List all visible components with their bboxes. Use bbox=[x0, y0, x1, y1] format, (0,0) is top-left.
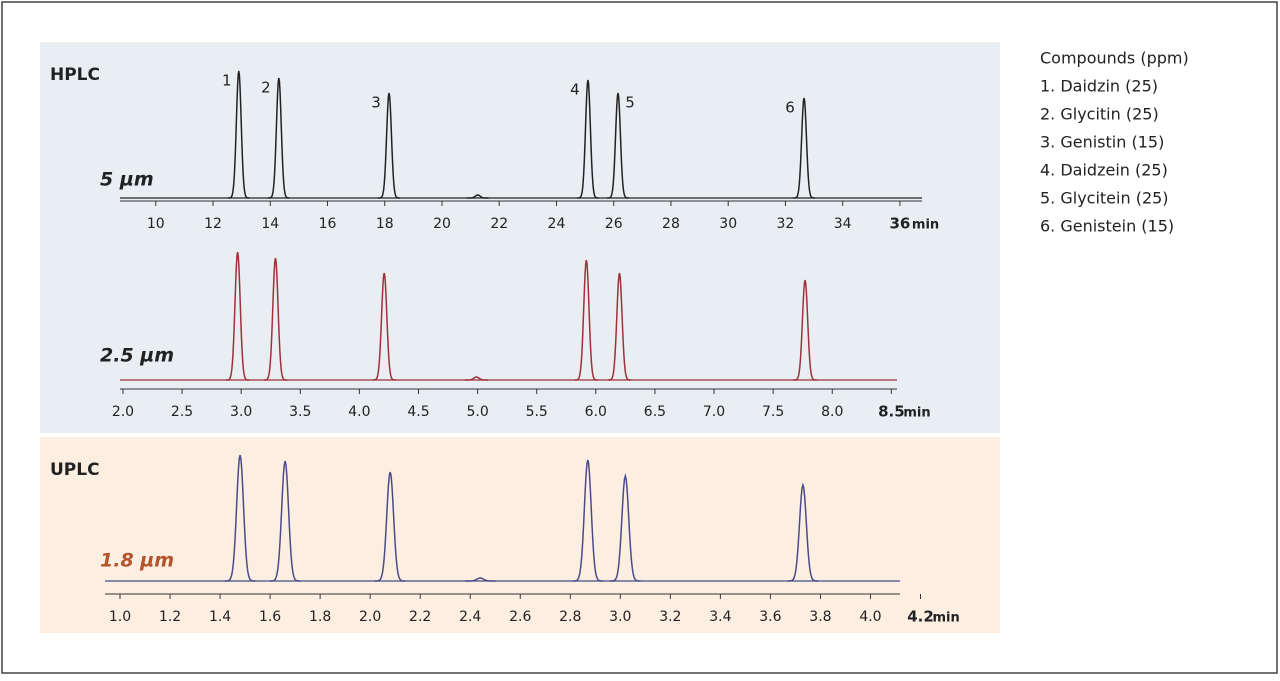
panel-label: UPLC bbox=[50, 460, 100, 480]
x-tick-label: 14 bbox=[261, 216, 279, 232]
x-tick-label: 3.4 bbox=[709, 609, 731, 625]
legend-item: 1. Daidzin (25) bbox=[1040, 77, 1158, 96]
x-axis-unit: min bbox=[903, 406, 930, 421]
peak bbox=[607, 272, 632, 381]
column-label: 5 µm bbox=[100, 169, 154, 191]
legend-item: 5. Glycitein (25) bbox=[1040, 189, 1169, 208]
peak bbox=[577, 79, 599, 199]
peak bbox=[607, 92, 629, 199]
peak-label: 3 bbox=[371, 94, 381, 112]
x-tick-label: 3.2 bbox=[659, 609, 681, 625]
x-tick-label: 34 bbox=[834, 216, 852, 232]
peak bbox=[224, 454, 256, 582]
x-tick-label: 2.0 bbox=[359, 609, 381, 625]
peak-label: 2 bbox=[261, 79, 271, 97]
x-tick-label: 1.4 bbox=[209, 609, 231, 625]
x-tick-label: 32 bbox=[777, 216, 795, 232]
uplc-panel bbox=[40, 437, 1000, 633]
x-tick-label: 10 bbox=[147, 216, 165, 232]
column-label: 1.8 µm bbox=[100, 550, 174, 572]
x-tick-label: 22 bbox=[490, 216, 508, 232]
x-tick-label: 2.5 bbox=[171, 404, 193, 420]
peak bbox=[374, 471, 406, 582]
peak-label: 6 bbox=[785, 99, 795, 117]
x-tick-label: 5.5 bbox=[526, 404, 548, 420]
x-tick-label: 3.5 bbox=[289, 404, 311, 420]
x-tick-label: 3.6 bbox=[759, 609, 781, 625]
peak bbox=[269, 460, 301, 582]
x-tick-label: 8.0 bbox=[821, 404, 843, 420]
x-tick-label: 2.2 bbox=[409, 609, 431, 625]
x-tick-label: 3.0 bbox=[230, 404, 252, 420]
x-tick-label: 2.6 bbox=[509, 609, 531, 625]
x-tick-label: 7.0 bbox=[703, 404, 725, 420]
peak bbox=[787, 482, 819, 582]
column-label: 2.5 µm bbox=[100, 345, 174, 367]
peak bbox=[610, 473, 641, 582]
x-tick-label: 6.5 bbox=[644, 404, 666, 420]
x-tick-label: 1.8 bbox=[309, 609, 331, 625]
x-tick-label: 2.8 bbox=[559, 609, 581, 625]
peak bbox=[466, 194, 489, 199]
x-axis-unit: min bbox=[933, 611, 960, 626]
x-tick-label: 18 bbox=[376, 216, 394, 232]
peak bbox=[268, 77, 290, 199]
legend-item: 6. Genistein (15) bbox=[1040, 217, 1174, 236]
peak-label: 4 bbox=[570, 81, 580, 99]
x-tick-label: 3.0 bbox=[609, 609, 631, 625]
x-tick-label: 26 bbox=[605, 216, 623, 232]
x-tick-label: 1.6 bbox=[259, 609, 281, 625]
peak bbox=[372, 272, 396, 381]
panel-label: HPLC bbox=[50, 65, 100, 85]
x-tick-label: 6.0 bbox=[585, 404, 607, 420]
x-tick-label: 16 bbox=[319, 216, 337, 232]
legend-item: 2. Glycitin (25) bbox=[1040, 105, 1159, 124]
peak bbox=[793, 279, 817, 381]
x-tick-label: 20 bbox=[433, 216, 451, 232]
peak bbox=[464, 577, 496, 582]
legend-title: Compounds (ppm) bbox=[1040, 49, 1189, 68]
x-tick-label: 4.0 bbox=[348, 404, 370, 420]
x-tick-label: 12 bbox=[204, 216, 222, 232]
peak bbox=[572, 459, 604, 582]
peak bbox=[574, 259, 599, 381]
x-tick-label: 4.2 bbox=[907, 608, 934, 626]
peak bbox=[464, 376, 489, 381]
x-tick-label: 28 bbox=[662, 216, 680, 232]
x-tick-label: 2.0 bbox=[112, 404, 134, 420]
x-axis-unit: min bbox=[912, 218, 939, 233]
peak bbox=[378, 92, 400, 199]
x-tick-label: 36 bbox=[889, 215, 910, 233]
legend-item: 3. Genistin (15) bbox=[1040, 133, 1164, 152]
peak bbox=[225, 251, 250, 381]
x-tick-label: 3.8 bbox=[809, 609, 831, 625]
x-tick-label: 8.5 bbox=[878, 403, 905, 421]
peak bbox=[227, 70, 250, 199]
x-tick-label: 30 bbox=[719, 216, 737, 232]
legend-item: 4. Daidzein (25) bbox=[1040, 161, 1168, 180]
peak bbox=[263, 257, 288, 381]
x-tick-label: 1.0 bbox=[109, 609, 131, 625]
x-tick-label: 5.0 bbox=[466, 404, 488, 420]
x-tick-label: 4.0 bbox=[859, 609, 881, 625]
x-tick-label: 1.2 bbox=[159, 609, 181, 625]
peak-label: 5 bbox=[625, 94, 635, 112]
x-tick-label: 4.5 bbox=[407, 404, 429, 420]
peak bbox=[793, 97, 815, 199]
x-tick-label: 24 bbox=[548, 216, 566, 232]
x-tick-label: 2.4 bbox=[459, 609, 481, 625]
hplc-panel bbox=[40, 42, 1000, 433]
x-tick-label: 7.5 bbox=[762, 404, 784, 420]
peak-label: 1 bbox=[222, 72, 232, 90]
